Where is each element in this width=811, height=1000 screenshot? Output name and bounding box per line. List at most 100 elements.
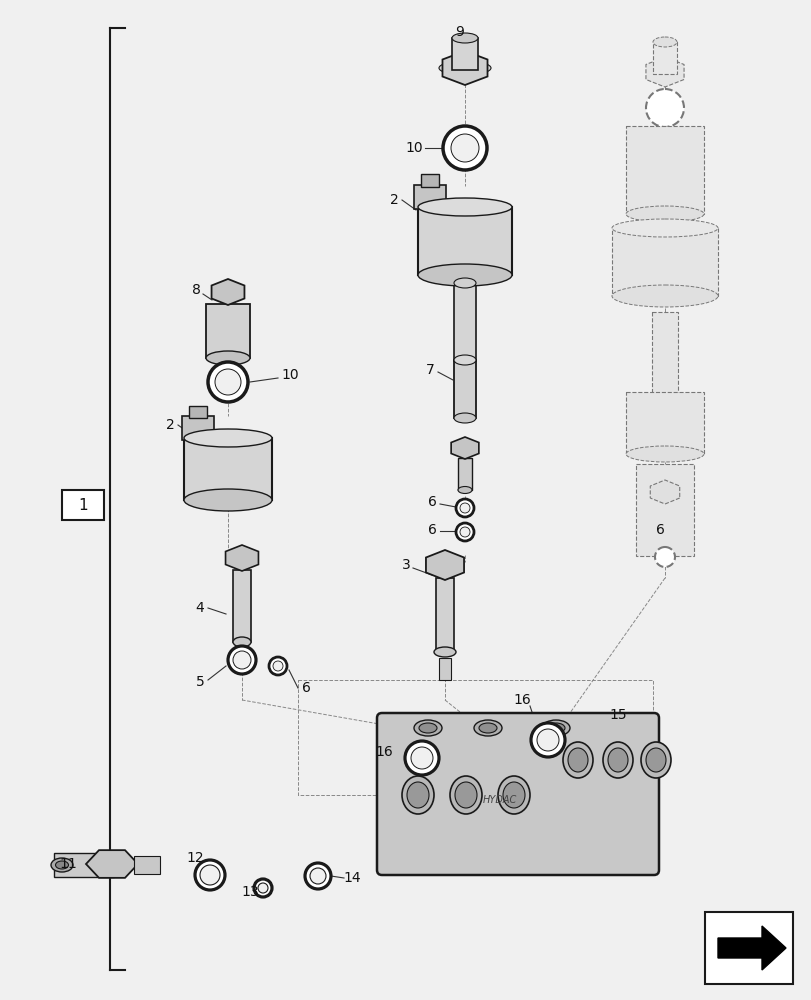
Circle shape [654, 547, 674, 567]
Circle shape [410, 747, 432, 769]
Circle shape [305, 863, 331, 889]
Polygon shape [451, 437, 478, 459]
Circle shape [460, 503, 470, 513]
Circle shape [233, 651, 251, 669]
Bar [625, 392, 703, 454]
Ellipse shape [206, 351, 250, 365]
Text: 4: 4 [195, 601, 204, 615]
Text: 10: 10 [405, 141, 423, 155]
Text: 15: 15 [608, 708, 626, 722]
Bar [182, 416, 214, 440]
Ellipse shape [453, 413, 475, 423]
Text: 2: 2 [165, 418, 174, 432]
FancyBboxPatch shape [376, 713, 659, 875]
Bar [651, 312, 677, 394]
Polygon shape [212, 279, 244, 305]
Circle shape [530, 723, 564, 757]
Circle shape [450, 134, 478, 162]
Circle shape [405, 741, 439, 775]
Bar [206, 304, 250, 358]
Ellipse shape [603, 742, 633, 778]
Text: 2: 2 [389, 193, 398, 207]
Ellipse shape [562, 742, 592, 778]
Polygon shape [225, 545, 258, 571]
Bar [233, 570, 251, 642]
Polygon shape [650, 480, 679, 504]
Bar [457, 458, 471, 490]
Ellipse shape [433, 647, 456, 657]
Bar [189, 406, 207, 418]
Bar [418, 207, 512, 275]
Ellipse shape [474, 720, 501, 736]
Text: 16: 16 [513, 693, 530, 707]
Bar [453, 360, 475, 418]
Ellipse shape [611, 285, 717, 307]
Ellipse shape [51, 858, 73, 872]
Circle shape [272, 661, 283, 671]
Ellipse shape [497, 776, 530, 814]
Polygon shape [426, 550, 463, 580]
Polygon shape [717, 926, 785, 970]
Ellipse shape [478, 723, 496, 733]
Text: 13: 13 [241, 885, 259, 899]
Ellipse shape [640, 742, 670, 778]
Ellipse shape [607, 748, 627, 772]
Text: 14: 14 [343, 871, 360, 885]
Circle shape [258, 883, 268, 893]
Circle shape [208, 362, 247, 402]
Ellipse shape [454, 782, 476, 808]
Bar [134, 856, 160, 874]
Ellipse shape [541, 720, 569, 736]
Circle shape [254, 879, 272, 897]
Bar [62, 490, 104, 520]
Text: 16: 16 [375, 745, 393, 759]
Circle shape [195, 860, 225, 890]
Polygon shape [442, 51, 487, 85]
Circle shape [268, 657, 286, 675]
Bar [611, 228, 717, 296]
Bar [414, 185, 445, 209]
Ellipse shape [439, 61, 491, 75]
Ellipse shape [568, 748, 587, 772]
Bar [453, 283, 475, 361]
Circle shape [228, 646, 255, 674]
Circle shape [215, 369, 241, 395]
Bar [704, 912, 792, 984]
Ellipse shape [418, 264, 512, 286]
Ellipse shape [449, 776, 482, 814]
Text: 6: 6 [427, 495, 436, 509]
Bar [625, 126, 703, 214]
Ellipse shape [233, 637, 251, 647]
Circle shape [443, 126, 487, 170]
Text: 8: 8 [191, 283, 200, 297]
Polygon shape [646, 57, 683, 87]
Bar [420, 174, 439, 187]
Text: HYDAC: HYDAC [483, 795, 517, 805]
Text: 6: 6 [654, 523, 663, 537]
Circle shape [536, 729, 558, 751]
Ellipse shape [625, 206, 703, 222]
Ellipse shape [184, 489, 272, 511]
Ellipse shape [184, 429, 272, 447]
Circle shape [456, 523, 474, 541]
Ellipse shape [611, 219, 717, 237]
Text: 11: 11 [59, 857, 77, 871]
Text: 6: 6 [301, 681, 310, 695]
Circle shape [310, 868, 325, 884]
Ellipse shape [55, 861, 68, 869]
Ellipse shape [406, 782, 428, 808]
Ellipse shape [547, 723, 564, 733]
Bar [452, 38, 478, 70]
Polygon shape [86, 850, 138, 878]
Ellipse shape [453, 278, 475, 288]
Circle shape [200, 865, 220, 885]
Text: 7: 7 [425, 363, 434, 377]
Text: 1: 1 [78, 497, 88, 512]
Bar [635, 464, 693, 556]
Ellipse shape [414, 720, 441, 736]
Circle shape [460, 527, 470, 537]
Text: 12: 12 [186, 851, 204, 865]
Ellipse shape [418, 198, 512, 216]
Bar [436, 578, 453, 652]
Ellipse shape [452, 33, 478, 43]
